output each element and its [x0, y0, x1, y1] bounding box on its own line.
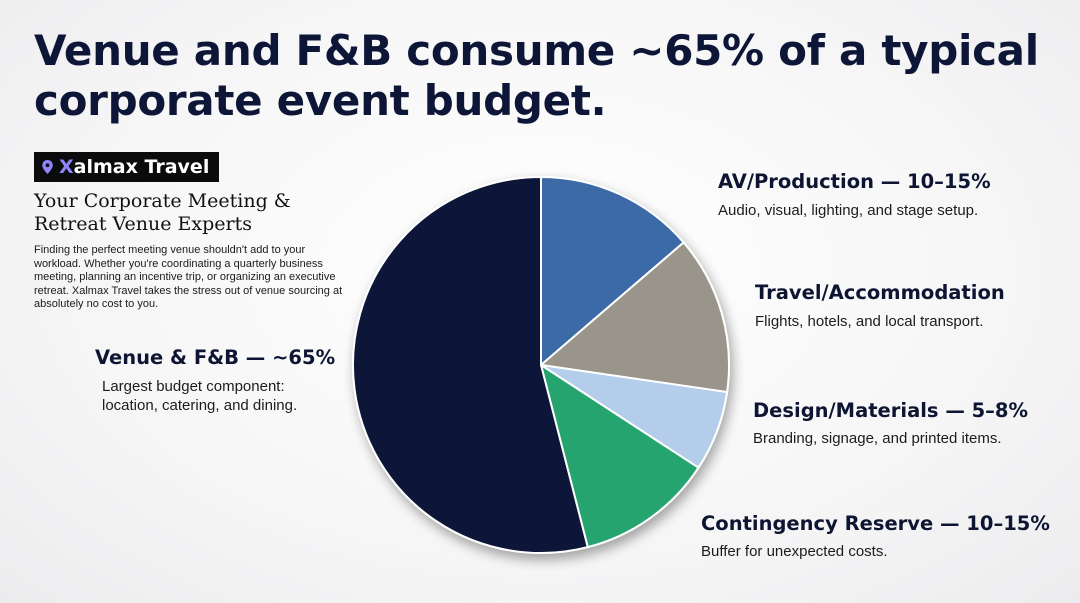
brand-name: Xalmax Travel	[59, 156, 210, 178]
brand-badge: Xalmax Travel	[34, 152, 220, 182]
pie-slice-3	[540, 364, 700, 549]
pie-slice-0	[540, 176, 685, 366]
label-av-production: AV/Production — 10–15%	[718, 170, 991, 193]
label-venue-fb: Venue & F&B — ~65%	[95, 346, 336, 369]
desc-av-production: Audio, visual, lighting, and stage setup…	[718, 202, 979, 219]
tagline: Your Corporate Meeting & Retreat Venue E…	[34, 190, 291, 235]
desc-travel-accommodation: Flights, hotels, and local transport.	[755, 313, 984, 330]
map-pin-icon	[42, 160, 53, 174]
page-headline: Venue and F&B consume ~65% of a typical …	[34, 26, 1039, 125]
pie-slice-4	[351, 176, 589, 554]
budget-pie-chart	[351, 176, 730, 554]
label-travel-accommodation: Travel/Accommodation	[755, 281, 1005, 304]
label-design-materials: Design/Materials — 5–8%	[753, 399, 1029, 422]
desc-contingency-reserve: Buffer for unexpected costs.	[701, 543, 888, 560]
desc-design-materials: Branding, signage, and printed items.	[753, 430, 1002, 447]
pie-slice-1	[540, 241, 730, 394]
label-contingency-reserve: Contingency Reserve — 10–15%	[701, 512, 1050, 535]
desc-venue-fb: Largest budget component: location, cate…	[102, 378, 298, 414]
intro-paragraph: Finding the perfect meeting venue should…	[34, 244, 343, 310]
